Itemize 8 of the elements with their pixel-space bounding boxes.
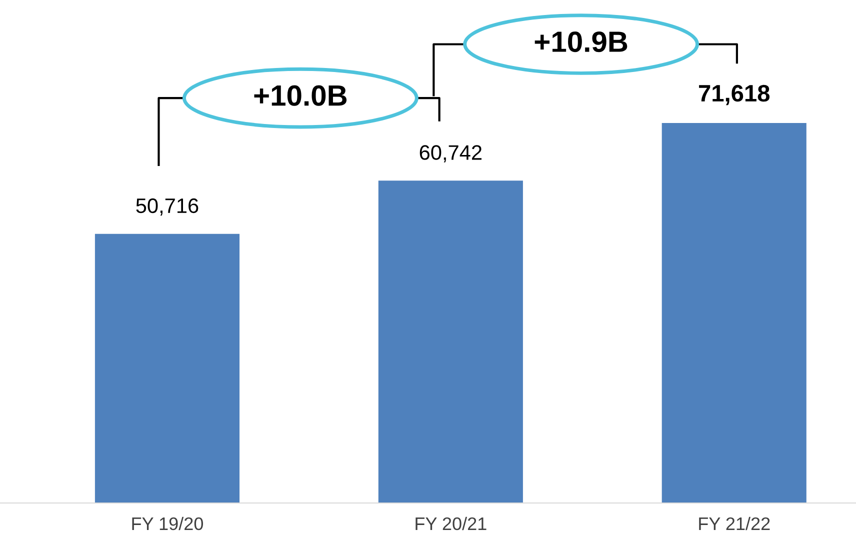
text: +10.9B bbox=[534, 31, 628, 52]
data-label: 71,618 bbox=[699, 84, 770, 106]
x-tick-label: FY 21/22 bbox=[699, 516, 770, 530]
data-label: 60,742 bbox=[420, 145, 482, 162]
x-tick-label: FY 20/21 bbox=[416, 516, 486, 530]
x-tick-label: FY 19/20 bbox=[132, 516, 204, 530]
text: +10.0B bbox=[254, 85, 347, 106]
data-label: 50,716 bbox=[136, 198, 198, 216]
